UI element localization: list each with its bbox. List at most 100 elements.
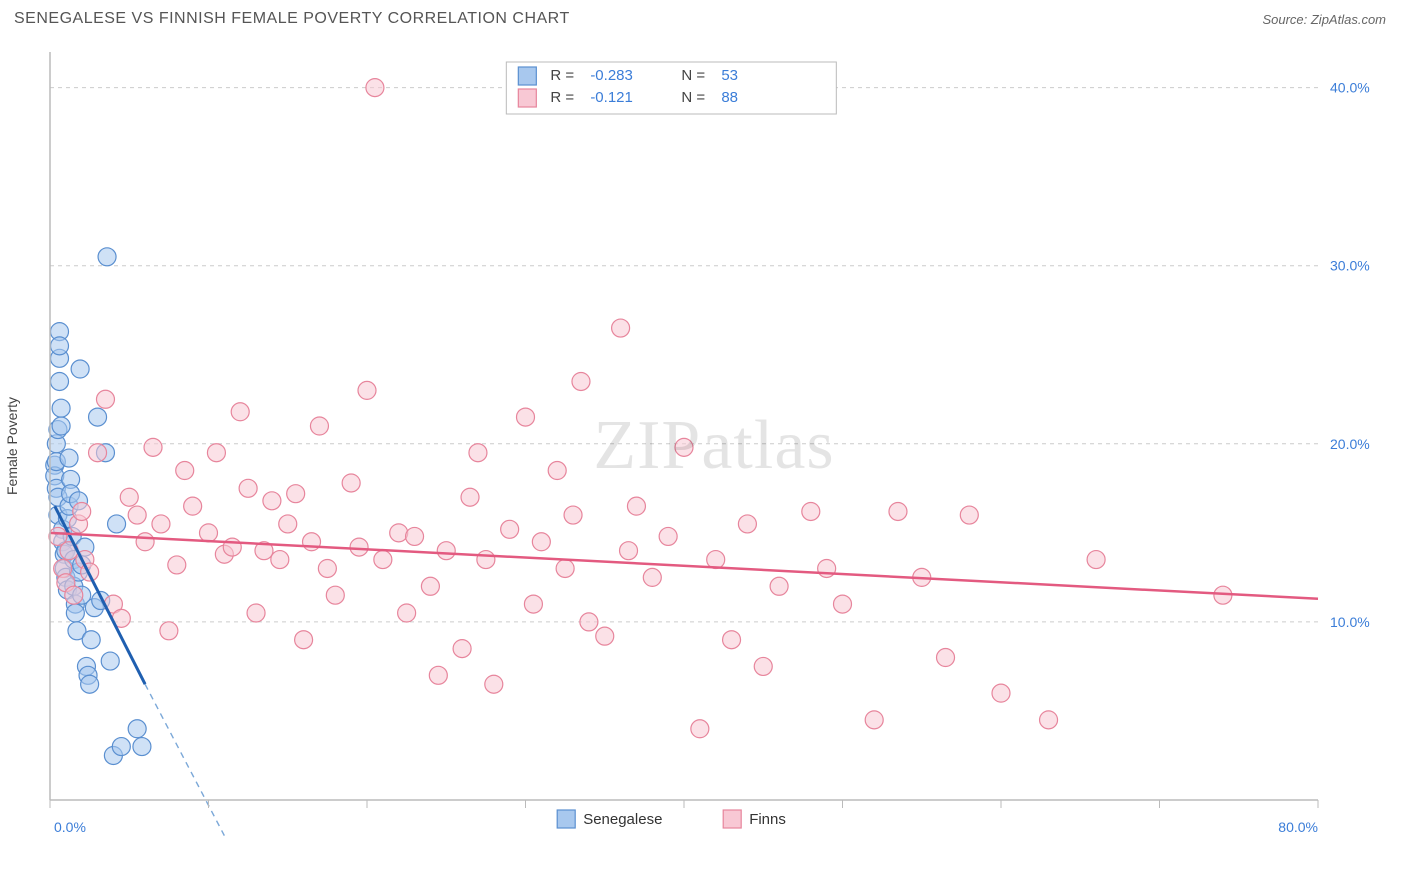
finns-point: [303, 533, 321, 551]
finns-point: [501, 520, 519, 538]
finns-point: [620, 542, 638, 560]
x-max-label: 80.0%: [1278, 819, 1318, 835]
finns-point: [532, 533, 550, 551]
senegalese-point: [133, 738, 151, 756]
finns-point: [992, 684, 1010, 702]
finns-point: [707, 551, 725, 569]
senegalese-point: [52, 417, 70, 435]
finns-point: [89, 444, 107, 462]
finns-point: [556, 559, 574, 577]
legend-swatch-finns: [723, 810, 741, 828]
finns-point: [485, 675, 503, 693]
finns-point: [73, 502, 91, 520]
y-tick-label: 10.0%: [1330, 614, 1370, 630]
finns-point: [548, 462, 566, 480]
senegalese-point: [81, 675, 99, 693]
finns-point: [643, 568, 661, 586]
finns-point: [271, 551, 289, 569]
senegalese-point: [82, 631, 100, 649]
senegalese-point: [51, 337, 69, 355]
senegalese-point: [60, 449, 78, 467]
finns-point: [421, 577, 439, 595]
stats-swatch: [518, 89, 536, 107]
finns-point: [596, 627, 614, 645]
finns-point: [524, 595, 542, 613]
finns-point: [136, 533, 154, 551]
finns-point: [263, 492, 281, 510]
legend-label-finns: Finns: [749, 811, 786, 828]
finns-point: [152, 515, 170, 533]
finns-point: [723, 631, 741, 649]
finns-point: [738, 515, 756, 533]
finns-point: [144, 438, 162, 456]
senegalese-point: [89, 408, 107, 426]
senegalese-point: [98, 248, 116, 266]
finns-point: [1040, 711, 1058, 729]
finns-point: [437, 542, 455, 560]
finns-point: [469, 444, 487, 462]
senegalese-point: [128, 720, 146, 738]
senegalese-point: [112, 738, 130, 756]
finns-point: [770, 577, 788, 595]
legend-swatch-senegalese: [557, 810, 575, 828]
finns-point: [754, 657, 772, 675]
finns-point: [96, 390, 114, 408]
senegalese-point: [108, 515, 126, 533]
finns-point: [564, 506, 582, 524]
stats-swatch: [518, 67, 536, 85]
finns-point: [517, 408, 535, 426]
stats-n-label: N =: [681, 67, 705, 84]
senegalese-point: [66, 604, 84, 622]
chart-header: SENEGALESE VS FINNISH FEMALE POVERTY COR…: [0, 0, 1406, 36]
senegalese-point: [51, 372, 69, 390]
y-tick-label: 30.0%: [1330, 258, 1370, 274]
finns-point: [1087, 551, 1105, 569]
finns-point: [326, 586, 344, 604]
finns-point: [310, 417, 328, 435]
senegalese-point: [52, 399, 70, 417]
stats-n-value: 53: [721, 67, 738, 84]
finns-point: [231, 403, 249, 421]
chart-title: SENEGALESE VS FINNISH FEMALE POVERTY COR…: [14, 10, 570, 28]
finns-point: [889, 502, 907, 520]
finns-point: [374, 551, 392, 569]
finns-point: [128, 506, 146, 524]
finns-point: [318, 559, 336, 577]
finns-point: [398, 604, 416, 622]
stats-n-label: N =: [681, 89, 705, 106]
finns-point: [239, 479, 257, 497]
finns-point: [247, 604, 265, 622]
finns-point: [659, 527, 677, 545]
finns-point: [477, 551, 495, 569]
finns-point: [207, 444, 225, 462]
finns-point: [461, 488, 479, 506]
stats-n-value: 88: [721, 89, 738, 106]
finns-point: [429, 666, 447, 684]
finns-point: [184, 497, 202, 515]
y-tick-label: 40.0%: [1330, 80, 1370, 96]
finns-point: [960, 506, 978, 524]
finns-point: [279, 515, 297, 533]
finns-point: [295, 631, 313, 649]
finns-point: [580, 613, 598, 631]
finns-trend-line: [50, 533, 1318, 599]
finns-point: [176, 462, 194, 480]
source-attribution: Source: ZipAtlas.com: [1262, 12, 1386, 27]
scatter-chart-svg: 0.0%80.0%10.0%20.0%30.0%40.0%R =-0.283N …: [38, 46, 1390, 846]
stats-r-label: R =: [550, 67, 574, 84]
legend-label-senegalese: Senegalese: [583, 811, 662, 828]
finns-point: [453, 640, 471, 658]
finns-point: [160, 622, 178, 640]
finns-point: [675, 438, 693, 456]
finns-point: [834, 595, 852, 613]
finns-point: [865, 711, 883, 729]
stats-r-label: R =: [550, 89, 574, 106]
y-tick-label: 20.0%: [1330, 436, 1370, 452]
finns-point: [691, 720, 709, 738]
senegalese-point: [71, 360, 89, 378]
stats-r-value: -0.283: [590, 67, 633, 84]
finns-point: [358, 381, 376, 399]
finns-point: [200, 524, 218, 542]
finns-point: [406, 527, 424, 545]
finns-point: [120, 488, 138, 506]
